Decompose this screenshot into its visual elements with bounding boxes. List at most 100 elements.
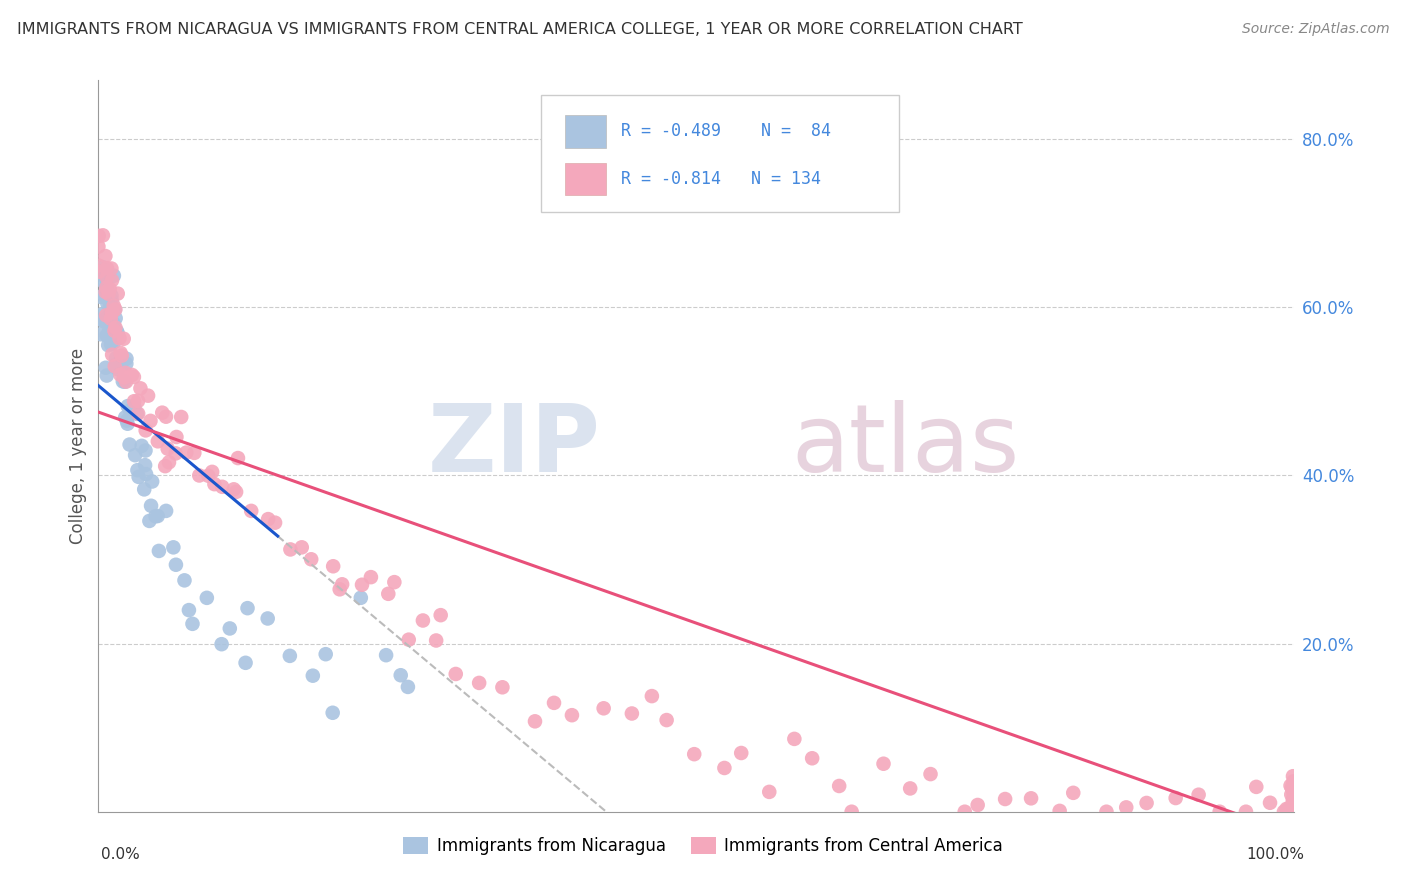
Point <box>491 680 513 694</box>
Point <box>141 475 163 489</box>
Point <box>89 290 111 304</box>
Point <box>236 601 259 615</box>
Point <box>96 296 118 310</box>
Point <box>120 403 142 417</box>
Point <box>97 338 120 352</box>
Point <box>1281 780 1303 795</box>
Point <box>730 746 752 760</box>
Point <box>713 761 735 775</box>
Point <box>127 463 149 477</box>
Point <box>122 394 145 409</box>
Point <box>330 577 353 591</box>
Point <box>425 633 447 648</box>
Point <box>112 370 135 384</box>
Point <box>104 320 127 334</box>
Point <box>117 399 139 413</box>
Point <box>101 305 124 319</box>
Point <box>148 544 170 558</box>
Point <box>225 484 247 499</box>
Point <box>329 582 352 597</box>
Point <box>301 668 323 682</box>
Point <box>112 332 135 346</box>
Point <box>129 381 152 395</box>
Point <box>1282 792 1305 806</box>
Point <box>115 375 138 389</box>
Point <box>94 249 117 263</box>
Point <box>240 504 263 518</box>
Point <box>291 541 314 555</box>
Point <box>1282 805 1305 819</box>
Point <box>165 558 187 572</box>
Point <box>127 393 149 408</box>
Point <box>828 779 851 793</box>
Point <box>135 467 157 482</box>
Point <box>131 439 153 453</box>
Point <box>226 451 249 466</box>
Point <box>1282 805 1305 819</box>
Point <box>91 267 114 281</box>
Point <box>235 656 257 670</box>
Point <box>1049 804 1071 818</box>
Point <box>165 430 187 444</box>
Point <box>181 616 204 631</box>
FancyBboxPatch shape <box>565 115 606 148</box>
Point <box>100 261 122 276</box>
Text: ZIP: ZIP <box>427 400 600 492</box>
Point <box>115 414 138 428</box>
Point <box>111 349 134 363</box>
Point <box>170 409 193 424</box>
Point <box>93 314 115 328</box>
Point <box>150 406 173 420</box>
Point <box>97 316 120 330</box>
Point <box>1279 788 1302 802</box>
Point <box>145 509 167 524</box>
Point <box>1246 780 1268 794</box>
Point <box>322 706 344 720</box>
Point <box>98 297 121 311</box>
Point <box>1095 805 1118 819</box>
Point <box>100 293 122 308</box>
Point <box>94 285 117 299</box>
Point <box>146 434 169 449</box>
Point <box>1278 801 1301 815</box>
Point <box>107 362 129 376</box>
Point <box>157 455 180 469</box>
Point <box>115 351 138 366</box>
Point <box>1115 800 1137 814</box>
Point <box>100 337 122 351</box>
Point <box>1282 792 1305 806</box>
Point <box>107 286 129 301</box>
Point <box>1279 805 1302 819</box>
Point <box>101 348 124 362</box>
Point <box>87 259 110 273</box>
Point <box>155 409 177 424</box>
Point <box>127 407 149 421</box>
Y-axis label: College, 1 year or more: College, 1 year or more <box>69 348 87 544</box>
Point <box>96 270 118 285</box>
Point <box>87 239 110 253</box>
Point <box>114 375 136 389</box>
Point <box>103 316 125 330</box>
Point <box>96 313 118 327</box>
Point <box>118 437 141 451</box>
Point <box>218 622 240 636</box>
Point <box>114 366 136 380</box>
Point <box>197 468 219 483</box>
Point <box>620 706 643 721</box>
Point <box>100 288 122 302</box>
Point <box>350 578 373 592</box>
Point <box>91 228 114 243</box>
Point <box>134 443 156 458</box>
Point <box>110 358 132 372</box>
Point <box>524 714 547 729</box>
Point <box>156 442 179 456</box>
Point <box>1282 774 1305 789</box>
Point <box>382 575 405 590</box>
Text: atlas: atlas <box>792 400 1019 492</box>
Point <box>1281 803 1303 817</box>
Point <box>841 805 863 819</box>
Point <box>98 323 121 337</box>
Point <box>264 516 287 530</box>
Point <box>655 713 678 727</box>
Point <box>801 751 824 765</box>
